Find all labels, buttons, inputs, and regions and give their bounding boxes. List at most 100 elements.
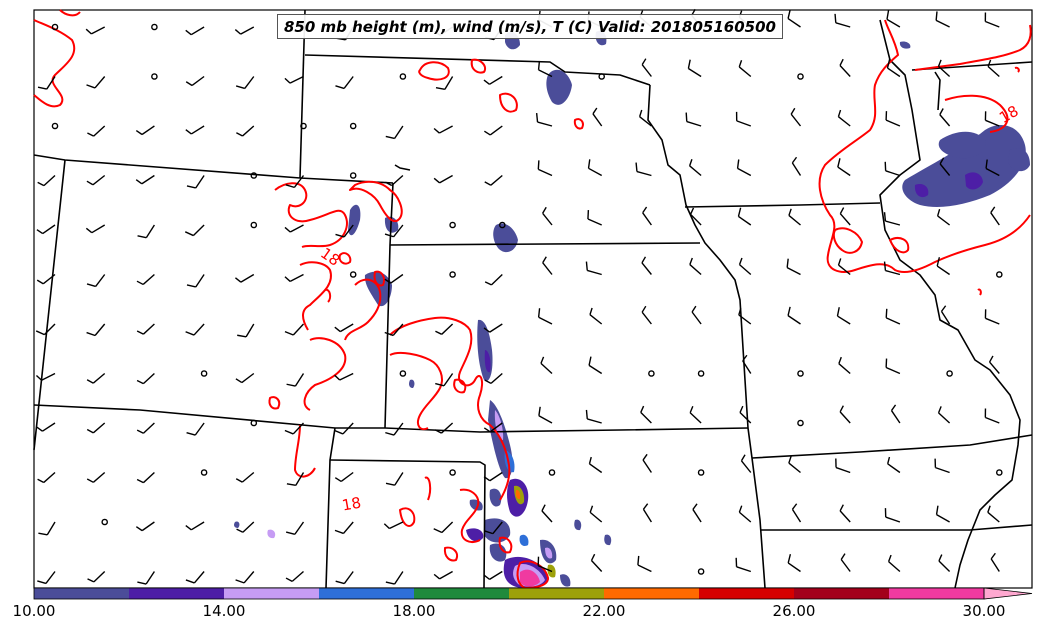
wind-barb-flag <box>588 356 592 366</box>
colorbar-tick-label: 22.00 <box>582 602 626 620</box>
wind-barb-shaft <box>490 174 503 186</box>
wind-barb-flag <box>834 13 837 23</box>
colorbar-bin <box>699 588 794 599</box>
wind-barb-shaft <box>390 273 404 284</box>
wind-barb-shaft <box>589 511 603 523</box>
wind-barb-shaft <box>691 311 702 325</box>
wind-barb-shaft <box>985 167 1000 177</box>
wind-barb-shaft <box>737 167 752 177</box>
wind-barb-shaft <box>642 508 652 523</box>
wind-barb-shaft <box>291 570 304 582</box>
wind-barb-shaft <box>587 269 602 276</box>
colorbar-bin <box>34 588 129 599</box>
wind-barb-flag <box>135 179 143 185</box>
wind-barb-shaft <box>936 265 950 276</box>
wind-barb-shaft <box>939 114 951 127</box>
wind-barb-shaft <box>489 422 503 433</box>
wind-barb-flag <box>433 177 440 184</box>
wind-barb-shaft <box>142 323 155 335</box>
wind-barb-shaft <box>489 125 503 136</box>
wind-barb-shaft <box>194 422 205 436</box>
wind-barb-flag <box>86 379 94 384</box>
wind-barb-flag <box>483 476 491 482</box>
wind-barb-flag <box>186 185 196 189</box>
wind-barb-flag <box>87 132 94 137</box>
wind-barb-shaft <box>289 224 304 233</box>
wind-barb-shaft <box>938 560 951 572</box>
colorbar-outline <box>33 587 985 600</box>
wind-barb-flag <box>537 60 541 70</box>
wind-barb-flag <box>939 108 944 115</box>
wind-barb-flag <box>689 207 695 215</box>
wind-barb-shaft <box>292 422 305 435</box>
wind-barb-shaft <box>43 471 56 483</box>
wind-barb-shaft <box>739 412 752 424</box>
wind-barb-flag <box>36 279 44 285</box>
calm-wind-circle <box>250 172 258 179</box>
wind-barb-flag <box>883 212 887 222</box>
wind-barb-flag <box>788 208 792 216</box>
wind-barb-flag <box>186 284 196 288</box>
wind-barb-flag <box>335 85 345 90</box>
wind-barb-shaft <box>94 76 106 89</box>
wind-barb-shaft <box>887 67 901 78</box>
wind-barb-shaft <box>589 463 603 474</box>
wind-barb-flag <box>537 308 541 318</box>
wind-barb-shaft <box>240 26 255 35</box>
wind-barb-shaft <box>242 521 255 533</box>
wind-barb-flag <box>385 581 395 585</box>
wind-barb-flag <box>541 504 546 512</box>
wind-barb-shaft <box>142 372 155 385</box>
wind-barb-shaft <box>294 521 305 535</box>
wind-barb-shaft <box>839 411 851 424</box>
wind-barb-flag <box>37 181 45 187</box>
wind-barb-flag <box>136 429 144 434</box>
wind-barb-shaft <box>839 213 851 226</box>
wind-barb-flag <box>384 278 392 284</box>
wind-barb-flag <box>85 227 93 234</box>
map-frame <box>33 9 1033 589</box>
wind-barb-shaft <box>145 571 155 585</box>
wind-barb-shaft <box>439 174 453 184</box>
wind-barb-flag <box>588 456 592 464</box>
wind-barb-shaft <box>92 372 106 384</box>
wind-barb-shaft <box>141 521 155 532</box>
wind-barb-flag <box>137 581 147 585</box>
wind-barb-shaft <box>537 565 553 573</box>
wind-barb-shaft <box>191 75 205 87</box>
wind-barb-flag <box>886 59 891 69</box>
wind-barb-flag <box>640 405 645 413</box>
wind-barb-shaft <box>985 416 1000 424</box>
calm-wind-circle <box>349 271 357 278</box>
wind-barb-shaft <box>837 315 851 325</box>
wind-barb-shaft <box>742 360 752 374</box>
wind-barb-shaft <box>990 212 1000 226</box>
wind-barb-flag <box>385 482 395 486</box>
wind-barb-flag <box>433 127 440 134</box>
wind-barb-flag <box>385 431 395 436</box>
wind-barb-shaft <box>294 373 305 387</box>
wind-barb-flag <box>137 235 147 239</box>
wind-barb-shaft <box>141 174 155 185</box>
wind-barb-flag <box>185 524 192 531</box>
calm-wind-circle <box>151 73 158 80</box>
wind-barb-flag <box>284 330 294 336</box>
wind-barb-flag <box>685 112 688 122</box>
wind-barb-shaft <box>541 510 553 523</box>
wind-barb-shaft <box>289 75 304 84</box>
wind-barb-shaft <box>538 69 553 78</box>
wind-barb-shaft <box>787 562 801 573</box>
wind-barb-flag <box>790 107 796 115</box>
wind-barb-shaft <box>639 116 652 127</box>
calm-wind-circle <box>498 221 506 229</box>
wind-barb-flag <box>839 207 845 215</box>
wind-barb-flag <box>35 374 43 381</box>
wind-barb-shaft <box>839 64 851 77</box>
wind-barb-flag <box>334 429 344 435</box>
calm-wind-circle <box>200 469 208 476</box>
wind-barb-shaft <box>688 67 702 78</box>
wind-barb-shaft <box>788 462 801 474</box>
wind-barb-shaft <box>885 119 901 127</box>
wind-barb-shaft <box>588 167 603 177</box>
wind-barb-flag <box>890 404 897 411</box>
